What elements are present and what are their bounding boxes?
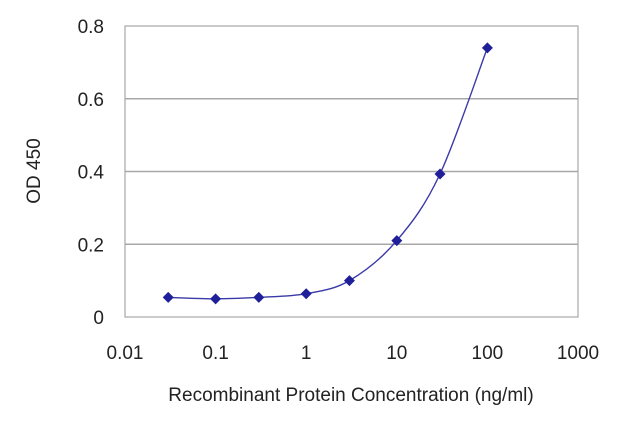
series-markers	[162, 42, 493, 305]
y-tick-labels: 0 0.2 0.4 0.6 0.8	[78, 17, 105, 329]
data-point-7	[481, 42, 493, 54]
plot-area-frame	[124, 25, 579, 318]
x-tick-label: 0.01	[107, 343, 144, 364]
y-tick-label: 0.6	[78, 90, 104, 111]
data-point-4	[343, 275, 355, 287]
y-axis-title: OD 450	[24, 138, 45, 203]
y-tick-label: 0.2	[78, 235, 104, 256]
x-tick-label: 1000	[557, 343, 599, 364]
data-point-0	[162, 291, 174, 303]
y-tick-label: 0.4	[78, 163, 105, 184]
x-tick-label: 0.1	[202, 343, 228, 364]
y-tick-label: 0	[93, 308, 104, 329]
data-point-2	[253, 291, 265, 303]
x-tick-label: 100	[472, 343, 504, 364]
data-point-1	[210, 293, 222, 305]
x-tick-labels: 0.01 0.1 1 10 100 1000	[107, 343, 600, 364]
y-tick-label: 0.8	[78, 17, 104, 38]
gridlines	[125, 97, 578, 246]
data-point-6	[434, 168, 446, 180]
x-tick-label: 1	[301, 343, 312, 364]
x-tick-label: 10	[386, 343, 407, 364]
series-curve	[168, 47, 489, 300]
data-point-5	[391, 235, 403, 247]
data-point-3	[300, 288, 312, 300]
x-axis-title: Recombinant Protein Concentration (ng/ml…	[168, 385, 533, 406]
